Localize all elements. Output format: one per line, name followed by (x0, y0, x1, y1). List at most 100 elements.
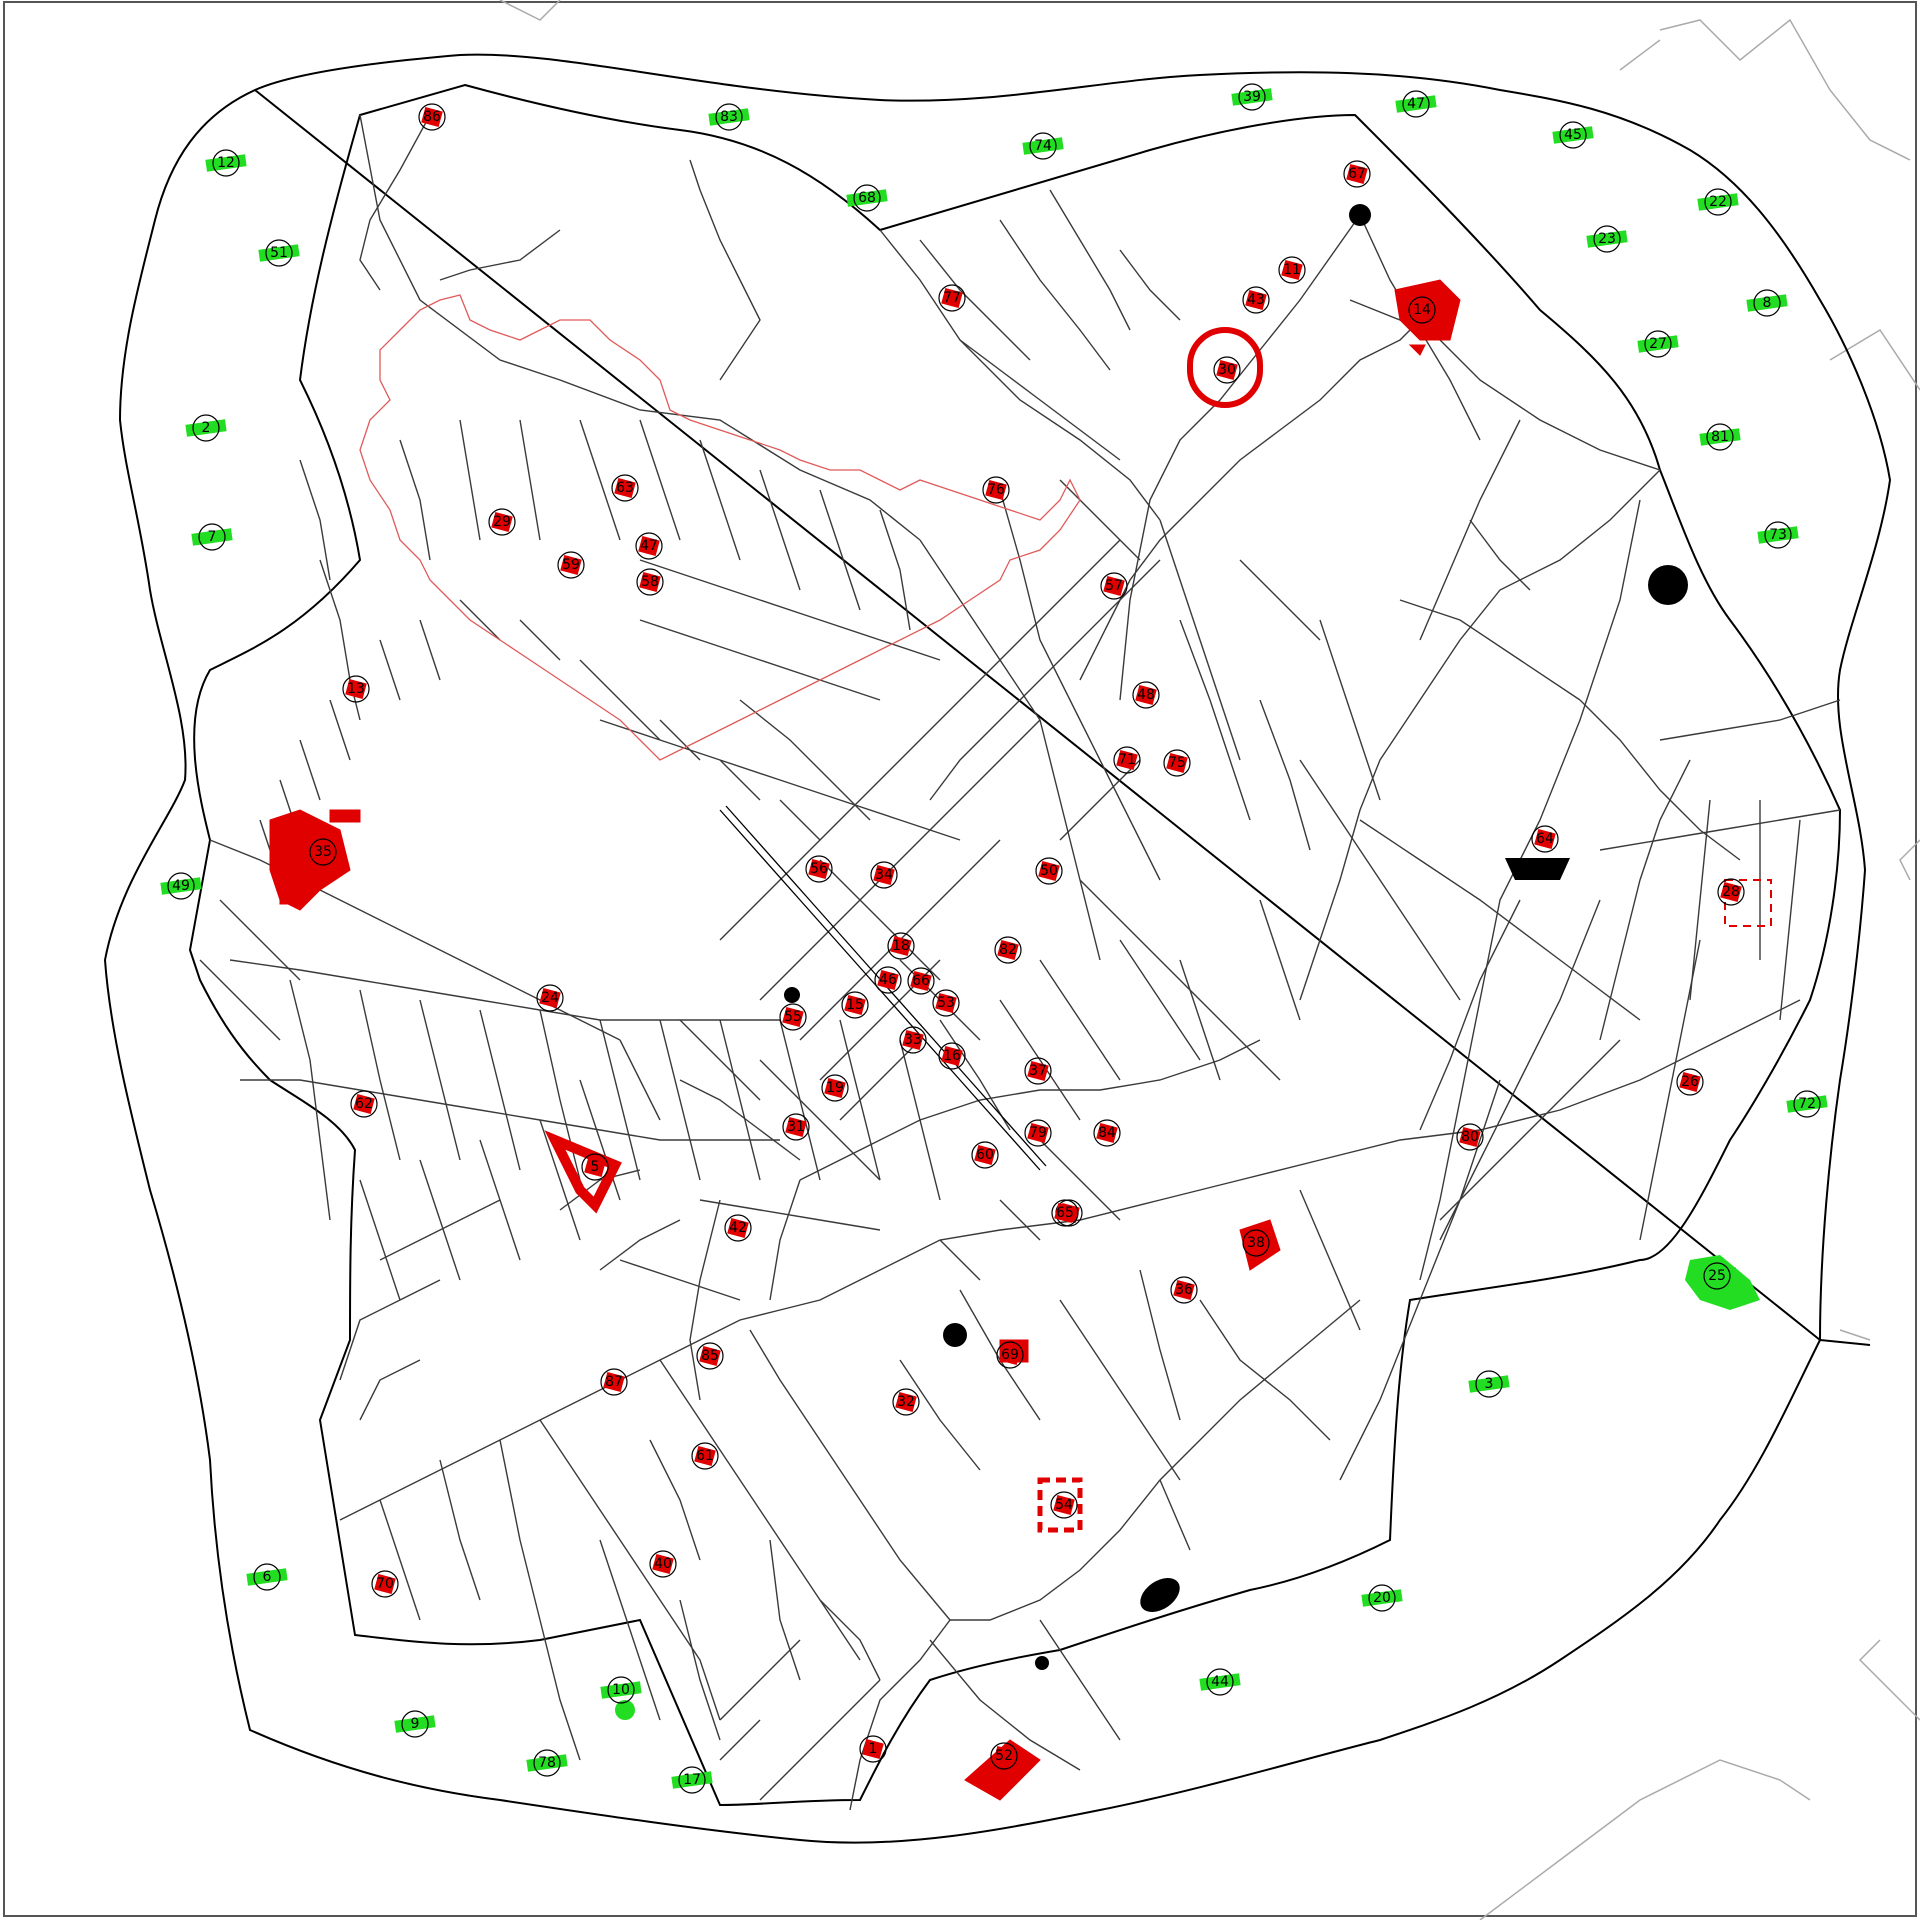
marker-18[interactable]: 18 (887, 932, 915, 960)
marker-circle (841, 991, 869, 1019)
marker-65[interactable]: 65 (1051, 1199, 1079, 1227)
marker-circle (371, 1570, 399, 1598)
marker-68[interactable]: 68 (846, 184, 888, 212)
marker-20[interactable]: 20 (1361, 1584, 1403, 1612)
marker-27[interactable]: 27 (1637, 330, 1679, 358)
junction-dot (1140, 1577, 1180, 1613)
marker-45[interactable]: 45 (1552, 121, 1594, 149)
marker-50[interactable]: 50 (1035, 857, 1063, 885)
marker-81[interactable]: 81 (1699, 423, 1741, 451)
marker-48[interactable]: 48 (1132, 681, 1160, 709)
marker-67[interactable]: 67 (1343, 160, 1371, 188)
marker-circle (167, 872, 195, 900)
marker-80[interactable]: 80 (1456, 1123, 1484, 1151)
junction-dot (784, 987, 800, 1003)
marker-24[interactable]: 24 (536, 984, 564, 1012)
marker-57[interactable]: 57 (1100, 572, 1128, 600)
marker-7[interactable]: 7 (191, 523, 233, 551)
marker-15[interactable]: 15 (841, 991, 869, 1019)
marker-26[interactable]: 26 (1676, 1068, 1704, 1096)
marker-43[interactable]: 43 (1242, 286, 1270, 314)
marker-22[interactable]: 22 (1697, 188, 1739, 216)
marker-40[interactable]: 40 (649, 1550, 677, 1578)
marker-69[interactable]: 69 (996, 1341, 1024, 1369)
marker-60[interactable]: 60 (971, 1141, 999, 1169)
marker-16[interactable]: 16 (938, 1042, 966, 1070)
marker-9[interactable]: 9 (394, 1710, 436, 1738)
marker-23[interactable]: 23 (1586, 225, 1628, 253)
marker-86[interactable]: 86 (418, 103, 446, 131)
marker-78[interactable]: 78 (526, 1749, 568, 1777)
marker-6[interactable]: 6 (246, 1563, 288, 1591)
marker-66[interactable]: 66 (907, 967, 935, 995)
marker-82[interactable]: 82 (994, 936, 1022, 964)
marker-31[interactable]: 31 (782, 1113, 810, 1141)
marker-8[interactable]: 8 (1746, 289, 1788, 317)
marker-10[interactable]: 10 (600, 1676, 642, 1704)
marker-42[interactable]: 42 (724, 1214, 752, 1242)
marker-17[interactable]: 17 (671, 1766, 713, 1794)
marker-85[interactable]: 85 (696, 1342, 724, 1370)
marker-36[interactable]: 36 (1170, 1276, 1198, 1304)
marker-58[interactable]: 58 (636, 568, 664, 596)
marker-74[interactable]: 74 (1022, 132, 1064, 160)
marker-35[interactable]: 35 (309, 838, 337, 866)
marker-83[interactable]: 83 (708, 103, 750, 131)
marker-79[interactable]: 79 (1024, 1119, 1052, 1147)
marker-33[interactable]: 33 (899, 1026, 927, 1054)
marker-28[interactable]: 28 (1717, 878, 1745, 906)
marker-59[interactable]: 59 (557, 551, 585, 579)
outer-ring-boundary (103, 53, 1892, 1844)
marker-47[interactable]: 47 (635, 532, 663, 560)
marker-72[interactable]: 72 (1786, 1090, 1828, 1118)
marker-3[interactable]: 3 (1468, 1370, 1510, 1398)
marker-87[interactable]: 87 (600, 1368, 628, 1396)
marker-51[interactable]: 51 (258, 239, 300, 267)
marker-44[interactable]: 44 (1199, 1668, 1241, 1696)
marker-62[interactable]: 62 (350, 1090, 378, 1118)
marker-13[interactable]: 13 (342, 675, 370, 703)
marker-53[interactable]: 53 (932, 989, 960, 1017)
marker-63[interactable]: 63 (611, 474, 639, 502)
marker-38[interactable]: 38 (1242, 1229, 1270, 1257)
marker-circle (1093, 1119, 1121, 1147)
marker-5[interactable]: 5 (581, 1153, 609, 1181)
marker-77[interactable]: 77 (938, 284, 966, 312)
marker-11[interactable]: 11 (1278, 256, 1306, 284)
marker-75[interactable]: 75 (1163, 749, 1191, 777)
marker-37[interactable]: 37 (1024, 1057, 1052, 1085)
marker-29[interactable]: 29 (488, 508, 516, 536)
marker-circle (607, 1676, 635, 1704)
marker-circle (536, 984, 564, 1012)
marker-54[interactable]: 54 (1050, 1491, 1078, 1519)
heritage-symbol (1054, 1202, 1076, 1224)
marker-12[interactable]: 12 (205, 149, 247, 177)
marker-84[interactable]: 84 (1093, 1119, 1121, 1147)
park-symbol (526, 1754, 568, 1772)
marker-71[interactable]: 71 (1113, 746, 1141, 774)
marker-30[interactable]: 30 (1213, 356, 1241, 384)
marker-14[interactable]: 14 (1408, 296, 1436, 324)
marker-61[interactable]: 61 (691, 1442, 719, 1470)
marker-34[interactable]: 34 (870, 861, 898, 889)
marker-70[interactable]: 70 (371, 1570, 399, 1598)
marker-25[interactable]: 25 (1696, 1262, 1738, 1290)
marker-73[interactable]: 73 (1757, 521, 1799, 549)
marker-55[interactable]: 55 (779, 1003, 807, 1031)
marker-label: 23 (1598, 231, 1616, 247)
marker-49[interactable]: 49 (160, 872, 202, 900)
marker-32[interactable]: 32 (892, 1388, 920, 1416)
marker-64[interactable]: 64 (1531, 825, 1559, 853)
marker-1[interactable]: 1 (859, 1735, 887, 1763)
marker-47[interactable]: 47 (1395, 90, 1437, 118)
marker-39[interactable]: 39 (1231, 83, 1273, 111)
marker-56[interactable]: 56 (805, 855, 833, 883)
marker-circle (1644, 330, 1672, 358)
marker-19[interactable]: 19 (821, 1074, 849, 1102)
marker-52[interactable]: 52 (990, 1742, 1018, 1770)
marker-46[interactable]: 46 (874, 966, 902, 994)
marker-2[interactable]: 2 (185, 414, 227, 442)
marker-76[interactable]: 76 (982, 476, 1010, 504)
